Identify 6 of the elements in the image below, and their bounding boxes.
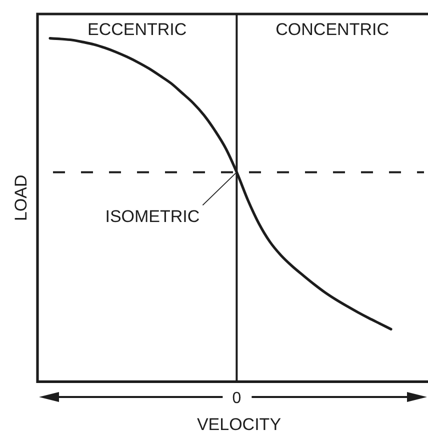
annotation: ECCENTRIC bbox=[88, 20, 187, 39]
text: 0 bbox=[232, 390, 242, 407]
annotation: CONCENTRIC bbox=[276, 20, 390, 39]
x-axis-title: VELOCITY bbox=[196, 415, 282, 434]
ref-line-label: ISOMETRIC bbox=[105, 207, 200, 226]
y-axis-title: LOAD bbox=[12, 174, 30, 221]
